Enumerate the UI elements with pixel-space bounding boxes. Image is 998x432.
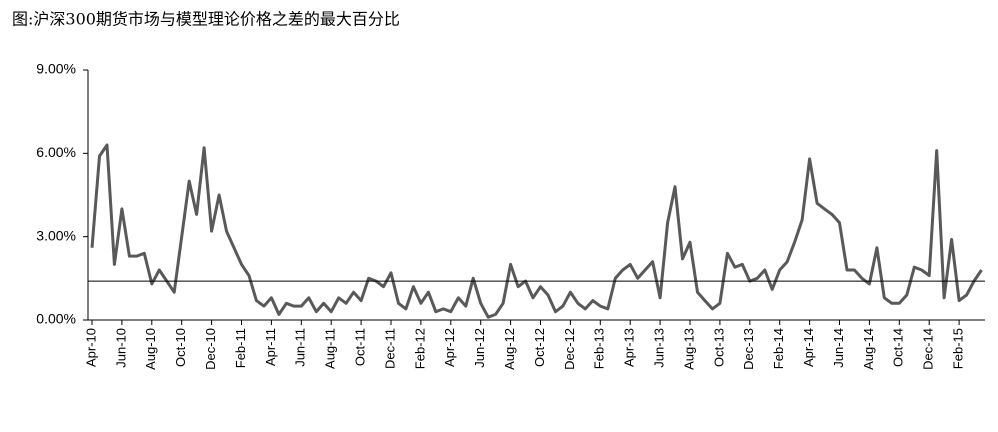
- x-tick-label: Apr-14: [801, 328, 816, 367]
- x-tick-label: Dec-14: [921, 328, 936, 370]
- data-line: [90, 143, 983, 319]
- x-tick-label: Dec-12: [562, 328, 577, 370]
- x-tick-label: Dec-11: [382, 328, 397, 369]
- x-tick-label: Feb-14: [771, 328, 786, 369]
- x-tick-label: Apr-10: [83, 328, 98, 367]
- x-tick-label: Aug-12: [502, 328, 517, 370]
- y-tick-label: 3.00%: [36, 227, 76, 243]
- x-tick-label: Feb-12: [412, 328, 427, 369]
- x-tick-label: Oct-11: [353, 328, 368, 366]
- x-tick-label: Dec-10: [203, 328, 218, 370]
- x-tick-label: Apr-13: [622, 328, 637, 367]
- x-tick-label: Aug-10: [143, 328, 158, 370]
- x-tick-label: Jun-14: [831, 328, 846, 368]
- x-tick-label: Oct-12: [532, 328, 547, 367]
- x-tick-label: Feb-13: [592, 328, 607, 369]
- x-tick-label: Dec-13: [741, 328, 756, 370]
- x-tick-label: Oct-10: [173, 328, 188, 367]
- x-tick-label: Oct-14: [891, 328, 906, 367]
- x-tick-label: Feb-11: [233, 328, 248, 368]
- chart-title: 图:沪深300期货市场与模型理论价格之差的最大百分比: [12, 10, 400, 29]
- x-tick-label: Apr-11: [263, 328, 278, 366]
- y-tick-label: 9.00%: [36, 61, 76, 77]
- x-tick-label: Jun-10: [113, 328, 128, 368]
- y-tick-label: 6.00%: [36, 144, 76, 160]
- x-tick-label: Jun-13: [652, 328, 667, 368]
- x-tick-label: Aug-13: [681, 328, 696, 370]
- x-tick-label: Oct-13: [711, 328, 726, 367]
- x-tick-label: Aug-11: [323, 328, 338, 369]
- x-tick-label: Feb-15: [951, 328, 966, 369]
- x-tick-label: Aug-14: [861, 328, 876, 370]
- x-tick-label: Jun-11: [293, 328, 308, 367]
- x-tick-label: Jun-12: [472, 328, 487, 368]
- x-tick-label: Apr-12: [442, 328, 457, 367]
- y-tick-label: 0.00%: [36, 311, 76, 327]
